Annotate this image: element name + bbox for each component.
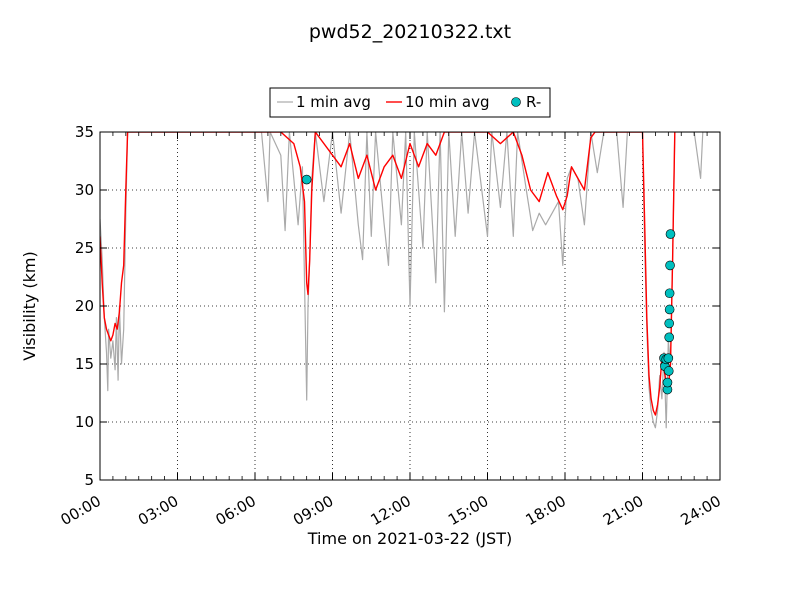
data-point-r xyxy=(664,332,674,343)
data-point-r xyxy=(663,366,674,376)
data-point-r xyxy=(664,304,675,315)
y-tick-label: 5 xyxy=(84,471,94,489)
x-axis-label: Time on 2021-03-22 (JST) xyxy=(307,529,512,548)
plot-area xyxy=(100,132,720,429)
data-point-r xyxy=(665,260,675,271)
y-tick-label: 10 xyxy=(75,413,94,431)
series-line-10-min-avg xyxy=(100,132,676,416)
data-point-r xyxy=(662,377,673,388)
chart-title: pwd52_20210322.txt xyxy=(309,21,511,43)
data-point-r xyxy=(664,318,674,329)
y-tick-label: 25 xyxy=(75,239,94,257)
legend-label-1-min-avg: 1 min avg xyxy=(296,93,371,111)
legend: 1 min avg 10 min avg R- xyxy=(269,87,551,118)
legend-label-10-min-avg: 10 min avg xyxy=(405,93,490,111)
legend-box xyxy=(269,87,551,118)
data-point-r xyxy=(301,174,312,185)
marker-layer xyxy=(301,174,676,395)
grid-lines xyxy=(100,132,720,480)
y-tick-label: 30 xyxy=(75,181,94,199)
y-tick-label: 20 xyxy=(75,297,94,315)
data-point-r xyxy=(663,353,674,364)
legend-swatch-r-minus xyxy=(511,97,521,107)
data-point-r xyxy=(664,288,675,299)
y-tick-label: 15 xyxy=(75,355,94,373)
legend-label-r-minus: R- xyxy=(526,93,541,111)
y-axis-label: Visibility (km) xyxy=(20,251,39,360)
data-point-r xyxy=(665,229,676,239)
y-tick-label: 35 xyxy=(75,123,94,141)
